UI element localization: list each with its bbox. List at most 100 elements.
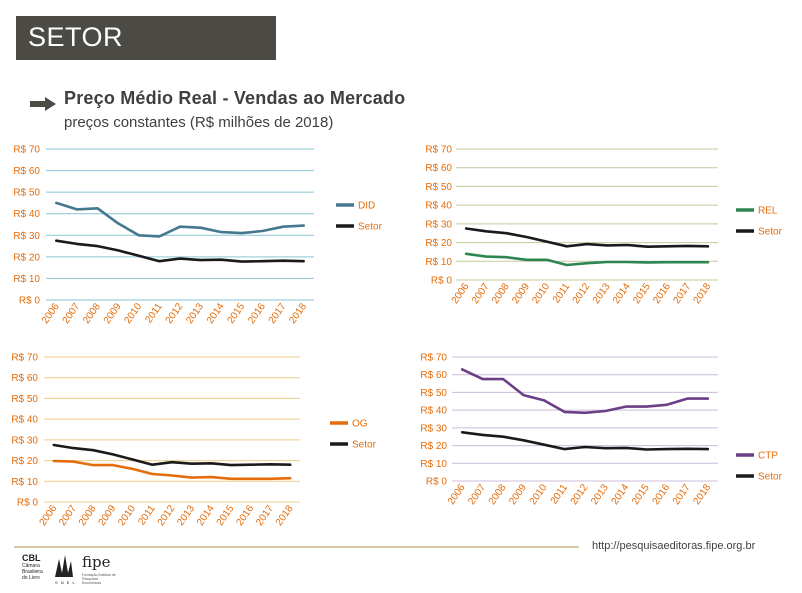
did-ytick-label: R$ 20	[13, 252, 40, 263]
fipe-logo-text: Fundação Instituto de Pesquisas Econômic…	[82, 573, 116, 585]
ctp-ytick-label: R$ 0	[426, 477, 448, 488]
did-xtick-label: 2006	[40, 301, 62, 326]
og-xtick-label: 2017	[254, 503, 276, 528]
ctp-xtick-label: 2009	[507, 482, 529, 507]
did-xtick-label: 2018	[287, 301, 309, 326]
rel-xtick-label: 2016	[651, 281, 673, 306]
og-ytick-label: R$ 60	[11, 373, 38, 384]
rel-xtick-label: 2017	[671, 281, 693, 306]
rel-ytick-label: R$ 20	[425, 238, 452, 249]
did-legend-label-did: DID	[358, 201, 375, 212]
ctp-xtick-label: 2016	[651, 482, 673, 507]
ctp-ytick-label: R$ 10	[420, 459, 447, 470]
did-xtick-label: 2016	[246, 301, 268, 326]
rel-ytick-label: R$ 60	[425, 163, 452, 174]
arrow-right-icon	[30, 97, 56, 111]
did-ytick-label: R$ 50	[13, 188, 40, 199]
rel-ytick-label: R$ 40	[425, 201, 452, 212]
ctp-xtick-label: 2008	[487, 482, 509, 507]
ctp-legend-label-ctp: CTP	[758, 451, 778, 462]
snel-logo-icon	[55, 555, 73, 577]
og-xtick-label: 2011	[136, 503, 158, 527]
og-ytick-label: R$ 10	[11, 477, 38, 488]
snel-logo-text: S N E L	[55, 580, 76, 585]
did-xtick-label: 2017	[267, 301, 289, 326]
slide-title: Preço Médio Real - Vendas ao Mercado	[64, 88, 406, 108]
rel-xtick-label: 2011	[551, 281, 573, 305]
did-ytick-label: R$ 30	[13, 231, 40, 242]
did-series-did-line	[54, 201, 306, 238]
did-xtick-label: 2015	[226, 301, 248, 326]
rel-xtick-label: 2018	[692, 281, 714, 306]
footer-url[interactable]: http://pesquisaeditoras.fipe.org.br	[592, 540, 756, 552]
rel-xtick-label: 2010	[530, 281, 552, 306]
cbl-logo-text: Câmara Brasileira do Livro	[22, 563, 43, 581]
og-xtick-label: 2018	[274, 503, 296, 528]
ctp-series-setor-line	[460, 430, 710, 451]
og-xtick-label: 2015	[215, 503, 237, 528]
rel-ytick-label: R$ 70	[425, 145, 452, 156]
rel-xtick-label: 2008	[490, 281, 512, 306]
ctp-xtick-label: 2011	[549, 482, 571, 506]
did-xtick-label: 2008	[81, 301, 103, 326]
og-series-og-line	[52, 459, 292, 481]
og-xtick-label: 2010	[116, 503, 138, 528]
rel-xtick-label: 2009	[510, 281, 532, 306]
rel-xtick-label: 2015	[631, 281, 653, 306]
did-ytick-label: R$ 60	[13, 166, 40, 177]
ctp-xtick-label: 2013	[589, 482, 611, 507]
ctp-xtick-label: 2014	[610, 482, 632, 507]
ctp-ytick-label: R$ 60	[420, 370, 447, 381]
rel-legend-label-rel: REL	[758, 206, 778, 217]
did-xtick-label: 2013	[184, 301, 206, 326]
did-ytick-label: R$ 40	[13, 209, 40, 220]
og-xtick-label: 2012	[156, 503, 178, 528]
did-ytick-label: R$ 0	[19, 296, 41, 307]
rel-legend-label-setor: Setor	[758, 227, 783, 238]
section-title: SETOR	[28, 22, 124, 52]
og-xtick-label: 2008	[77, 503, 99, 528]
rel-ytick-label: R$ 10	[425, 257, 452, 268]
og-xtick-label: 2013	[175, 503, 197, 528]
ctp-xtick-label: 2010	[528, 482, 550, 507]
rel-xtick-label: 2006	[450, 281, 472, 306]
rel-series-rel-line	[464, 252, 710, 267]
did-ytick-label: R$ 70	[13, 145, 40, 156]
rel-ytick-label: R$ 0	[431, 276, 453, 287]
rel-ytick-label: R$ 50	[425, 182, 452, 193]
ctp-xtick-label: 2017	[671, 482, 693, 507]
ctp-xtick-label: 2012	[569, 482, 591, 507]
og-xtick-label: 2014	[195, 503, 217, 528]
slide-subtitle: preços constantes (R$ milhões de 2018)	[64, 114, 334, 131]
og-series-setor-line	[52, 443, 292, 467]
og-xtick-label: 2006	[38, 503, 60, 528]
og-legend-label-og: OG	[352, 419, 368, 430]
ctp-ytick-label: R$ 40	[420, 406, 447, 417]
rel-xtick-label: 2012	[571, 281, 593, 306]
footer-divider	[14, 546, 579, 548]
og-xtick-label: 2016	[234, 503, 256, 528]
og-ytick-label: R$ 50	[11, 394, 38, 405]
ctp-ytick-label: R$ 70	[420, 353, 447, 364]
og-ytick-label: R$ 30	[11, 435, 38, 446]
ctp-xtick-label: 2018	[691, 482, 713, 507]
ctp-legend-label-setor: Setor	[758, 472, 783, 483]
did-xtick-label: 2011	[143, 301, 165, 325]
rel-xtick-label: 2013	[591, 281, 613, 306]
rel-series-setor-line	[464, 227, 710, 248]
ctp-xtick-label: 2015	[630, 482, 652, 507]
cbl-logo: CBL	[22, 553, 41, 563]
did-xtick-label: 2010	[122, 301, 144, 326]
ctp-xtick-label: 2006	[446, 482, 468, 507]
did-xtick-label: 2009	[102, 301, 124, 326]
og-xtick-label: 2009	[97, 503, 119, 528]
did-xtick-label: 2014	[205, 301, 227, 326]
og-xtick-label: 2007	[57, 503, 79, 528]
ctp-ytick-label: R$ 20	[420, 441, 447, 452]
og-legend-label-setor: Setor	[352, 440, 377, 451]
rel-ytick-label: R$ 30	[425, 219, 452, 230]
ctp-series-ctp-line	[460, 368, 710, 415]
ctp-ytick-label: R$ 30	[420, 423, 447, 434]
ctp-ytick-label: R$ 50	[420, 388, 447, 399]
